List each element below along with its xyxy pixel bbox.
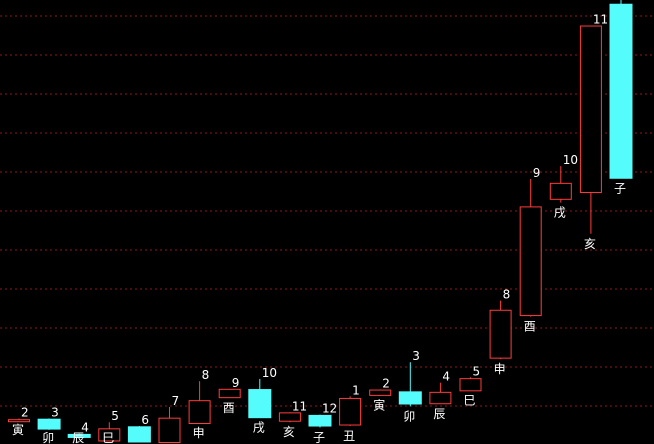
candle: 8申 (489, 288, 512, 376)
candle: 4辰 (429, 370, 452, 421)
candle: 11 亥 (579, 13, 608, 251)
candle-bottom-label: 酉 (223, 401, 235, 415)
candle: 3卯 (37, 405, 61, 444)
candle-body (609, 3, 633, 179)
candle-bottom-label: 巳 (102, 431, 114, 444)
candle-bottom-label: 申 (193, 426, 205, 440)
candle-bottom-label: 戌 (554, 206, 566, 220)
candle-bottom-label: 寅 (373, 398, 385, 413)
candle-body (519, 206, 542, 317)
candle-body (579, 25, 602, 193)
candle-bottom-label: 申 (494, 362, 506, 376)
candle-top-label: 8 (202, 368, 210, 382)
candle-body (339, 397, 362, 426)
candle-bottom-label: 辰 (433, 407, 445, 421)
candle-body (218, 388, 241, 399)
candle-body (8, 419, 30, 423)
candle-bottom-label: 亥 (584, 237, 596, 251)
candle-top-label: 2 (21, 405, 29, 419)
candle-top-label: 4 (442, 370, 450, 384)
candle-top-label: 11 (292, 399, 307, 413)
candle-top-label: 9 (533, 166, 541, 180)
candle-body (188, 400, 211, 425)
candle: 10 戌 (549, 153, 578, 220)
candle-body (158, 417, 181, 443)
candle-bottom-label: 卯 (42, 431, 54, 444)
candle: 5巳 (98, 409, 121, 444)
candle: 3卯 (398, 349, 422, 423)
candle-body (308, 414, 332, 427)
candle-body (489, 309, 512, 359)
candle-bottom-label: 丑 (343, 429, 355, 443)
candle: 9酉 (218, 376, 241, 415)
candle-bottom-label: 辰 (72, 431, 84, 444)
candle-body (459, 378, 482, 392)
candle-body (67, 433, 91, 438)
candle-top-label: 7 (172, 394, 180, 408)
candle: 2寅 (8, 405, 30, 437)
candle-top-label: 6 (141, 413, 149, 427)
candle-body (127, 426, 151, 443)
candle-bottom-label: 子 (614, 181, 626, 195)
candle: 4辰 (67, 421, 91, 444)
candle-top-label: 11 (593, 13, 608, 27)
candle-top-label: 3 (51, 405, 59, 419)
candle: 10 戌 (248, 366, 277, 435)
candle-body (549, 182, 572, 200)
candle: 7 (158, 394, 181, 443)
candle-body (369, 389, 392, 396)
candle: 5巳 (459, 364, 482, 407)
candle: 2寅 (369, 377, 392, 413)
candle: 9酉 (519, 166, 542, 334)
candle: 1丑 (339, 383, 362, 443)
candle-body (98, 428, 121, 442)
candle-top-label: 1 (352, 383, 360, 397)
candle-top-label: 5 (473, 364, 481, 378)
candle-body (37, 418, 61, 430)
candle-top-label: 10 (563, 153, 578, 167)
candle-body (278, 412, 301, 422)
candle-bottom-label: 酉 (524, 320, 536, 334)
candle-body (398, 391, 422, 405)
candle: 子 (609, 0, 633, 195)
candle-body (429, 391, 452, 405)
candle-bottom-label: 卯 (403, 409, 415, 423)
candle-top-label: 2 (382, 377, 390, 391)
candle-top-label: 12 (322, 402, 337, 416)
candle-top-label: 8 (503, 288, 511, 302)
candle-top-label: 5 (111, 409, 119, 423)
candle-bottom-label: 亥 (283, 425, 295, 439)
candle-top-label: 10 (262, 366, 277, 380)
candle: 8申 (188, 368, 211, 440)
candle-bottom-label: 寅 (12, 422, 24, 437)
candle-top-label: 4 (81, 421, 89, 435)
candle-top-label: 3 (412, 349, 420, 363)
candle: 6 (127, 413, 151, 443)
candle-bottom-label: 巳 (464, 393, 476, 407)
candle: 12 子 (308, 402, 337, 444)
candle-bottom-label: 子 (313, 431, 325, 444)
candle-top-label: 9 (232, 376, 240, 390)
candle-bottom-label: 戌 (253, 421, 265, 435)
candle: 11 亥 (278, 399, 307, 439)
candle-body (248, 389, 272, 419)
